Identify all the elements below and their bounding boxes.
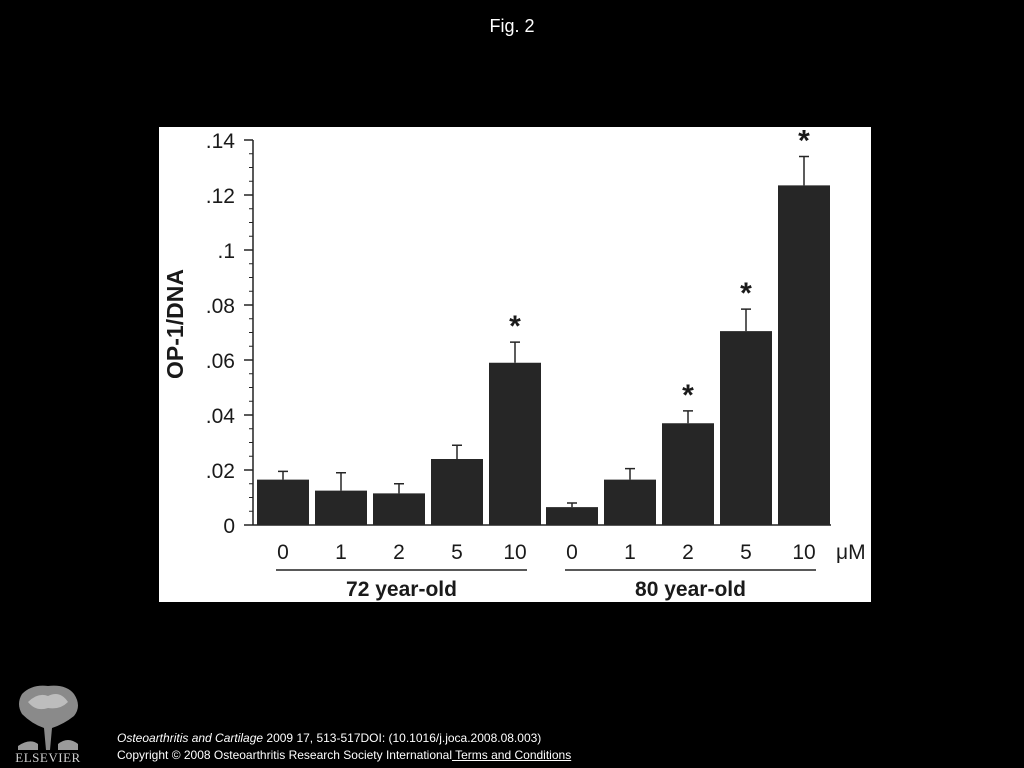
tree-icon (8, 680, 88, 752)
bar (604, 479, 656, 525)
significance-star: * (682, 379, 694, 412)
bar (489, 362, 541, 525)
group-label: 72 year-old (346, 578, 457, 601)
citation-line: Osteoarthritis and Cartilage 2009 17, 51… (117, 730, 571, 747)
figure-title: Fig. 2 (489, 16, 535, 36)
x-tick-label: 5 (451, 541, 463, 564)
terms-link[interactable]: Terms and Conditions (452, 748, 572, 762)
bar (778, 185, 830, 525)
y-tick-label: .14 (206, 130, 236, 153)
significance-star: * (740, 277, 752, 310)
x-tick-label: 2 (393, 541, 405, 564)
unit-label: μM (836, 541, 866, 564)
y-axis-label: OP-1/DNA (162, 269, 188, 379)
x-tick-label: 2 (682, 541, 694, 564)
y-tick-label: .04 (206, 405, 236, 428)
y-tick-label: .12 (206, 185, 235, 208)
y-tick-label: .08 (206, 295, 235, 318)
x-tick-label: 1 (335, 541, 347, 564)
x-tick-label: 10 (503, 541, 526, 564)
bar (315, 490, 367, 525)
x-tick-label: 0 (566, 541, 578, 564)
bar-chart: OP-1/DNA 0.02.04.06.08.1.12.140 1 2 5*1072 … (162, 127, 866, 601)
bar (257, 479, 309, 525)
y-tick-label: 0 (223, 515, 235, 538)
x-tick-label: 10 (792, 541, 815, 564)
chart-panel: OP-1/DNA 0.02.04.06.08.1.12.14 0 1 2 5 * 10 72 … (159, 127, 871, 602)
y-tick-label: .1 (217, 240, 235, 263)
x-tick-label: 1 (624, 541, 636, 564)
logo-text: ELSEVIER (15, 750, 81, 765)
bar (373, 493, 425, 525)
significance-star: * (798, 127, 810, 158)
copyright-line: Copyright © 2008 Osteoarthritis Research… (117, 747, 571, 764)
elsevier-logo[interactable]: ELSEVIER (8, 680, 88, 766)
x-tick-label: 5 (740, 541, 752, 564)
bar (720, 331, 772, 525)
significance-star: * (509, 310, 521, 343)
y-tick-label: .02 (206, 460, 235, 483)
copyright-text: Copyright © 2008 Osteoarthritis Research… (117, 748, 453, 762)
journal-name: Osteoarthritis and Cartilage (117, 731, 264, 745)
x-tick-label: 0 (277, 541, 289, 564)
bar (431, 459, 483, 525)
bar (662, 423, 714, 525)
citation-details: 2009 17, 513-517DOI: (10.1016/j.joca.200… (263, 731, 542, 745)
group-label: 80 year-old (635, 578, 746, 601)
bar (546, 507, 598, 525)
y-tick-label: .06 (206, 350, 235, 373)
footer: Osteoarthritis and Cartilage 2009 17, 51… (117, 730, 571, 764)
